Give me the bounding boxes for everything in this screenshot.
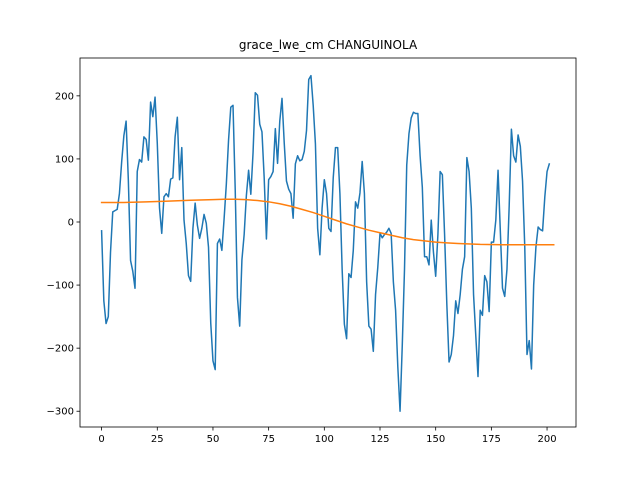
series-layer [100, 74, 555, 412]
x-tick-label: 25 [151, 434, 164, 445]
axes-layer: 0 25 50 75 100 125 150 175 200 −300 −200 −100 0 100 20… [47, 57, 577, 445]
plot-frame [79, 57, 577, 428]
x-tick-label: 50 [207, 434, 220, 445]
x-tick-label: 0 [98, 434, 104, 445]
y-tick-label: −100 [47, 281, 74, 292]
y-tick-label: 100 [55, 154, 74, 165]
x-tick-label: 175 [482, 434, 501, 445]
chart-title: grace_lwe_cm CHANGUINOLA [239, 38, 418, 52]
series-line-2 [100, 198, 555, 246]
y-tick-label: 200 [55, 91, 74, 102]
x-tick-label: 150 [426, 434, 445, 445]
x-tick-label: 125 [370, 434, 389, 445]
x-tick-label: 100 [315, 434, 334, 445]
series-line-1 [100, 74, 551, 412]
y-tick-label: 0 [68, 218, 74, 229]
y-tick-label: −300 [47, 407, 74, 418]
x-tick-label: 75 [262, 434, 275, 445]
y-tick-label: −200 [47, 344, 74, 355]
x-tick-label: 200 [537, 434, 556, 445]
